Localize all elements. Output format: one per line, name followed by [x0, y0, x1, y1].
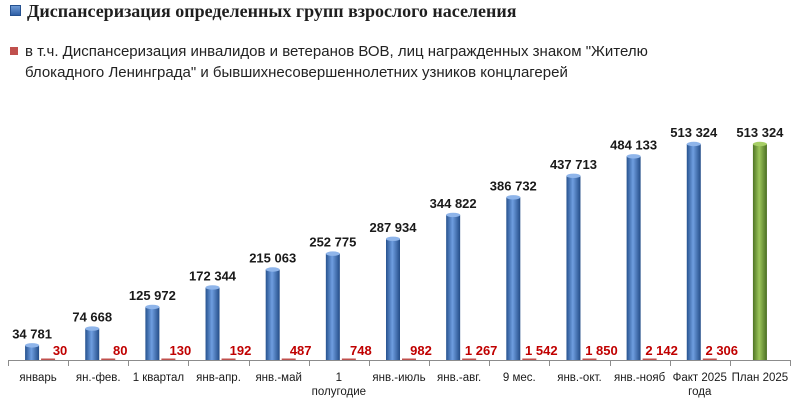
x-tick-label: янв.-июль: [372, 372, 425, 384]
x-tick-label: янв.-нояб: [614, 372, 666, 384]
data-label-series1: 34 781: [12, 326, 52, 341]
data-label-series2: 192: [230, 343, 252, 358]
bar-series2: [41, 358, 56, 360]
bar-series1: [506, 197, 521, 360]
data-label-series2: 1 850: [585, 343, 618, 358]
data-label-series1: 215 063: [249, 251, 296, 266]
data-label-series1: 513 324: [736, 125, 784, 140]
bar-series2: [161, 358, 176, 360]
x-tick-label: январь: [19, 372, 56, 384]
bar-top-cap: [752, 141, 767, 147]
legend-swatch-series2: [10, 47, 18, 55]
data-label-series2: 487: [290, 343, 312, 358]
x-tick-label: Факт 2025: [673, 372, 727, 384]
legend-entry-series2: в т.ч. Диспансеризация инвалидов и ветер…: [10, 41, 670, 83]
data-label-series1: 287 934: [370, 220, 418, 235]
data-label-series2: 80: [113, 343, 127, 358]
legend-label-series2: в т.ч. Диспансеризация инвалидов и ветер…: [25, 41, 648, 83]
legend-entry-series1: Диспансеризация определенных групп взрос…: [10, 1, 517, 22]
bar-series1: [686, 144, 701, 360]
x-tick-label: янв.-авг.: [437, 372, 481, 384]
bar-top-cap: [85, 326, 100, 331]
bar-series2: [341, 358, 356, 360]
bar-series2: [221, 358, 236, 360]
bar-top-cap: [325, 251, 340, 256]
bar-series1: [205, 287, 220, 360]
bar-top-cap: [626, 154, 641, 159]
legend-label-series2-line2: блокадного Ленинграда" и бывшихнесоверше…: [25, 64, 568, 81]
bar-series1: [25, 345, 40, 360]
data-label-series1: 252 775: [309, 235, 356, 250]
x-axis: [8, 360, 791, 366]
x-tick-label: 1: [336, 372, 342, 384]
data-label-series2: 30: [53, 343, 67, 358]
data-label-series1: 344 822: [430, 196, 477, 211]
data-label-series1: 172 344: [189, 268, 237, 283]
bar-series2: [101, 358, 116, 360]
bar-top-cap: [205, 285, 220, 290]
x-tick-label: года: [688, 386, 712, 398]
legend-label-series1: Диспансеризация определенных групп взрос…: [27, 1, 517, 21]
bar-series2: [462, 358, 477, 360]
x-tick-label: янв.-май: [255, 372, 301, 384]
data-label-series2: 1 542: [525, 343, 558, 358]
data-label-series2: 2 306: [705, 343, 738, 358]
data-label-series2: 2 142: [645, 343, 678, 358]
bar-series2: [642, 358, 657, 360]
bar-series1: [265, 269, 280, 360]
bar-series2: [582, 358, 597, 360]
data-label-series1: 125 972: [129, 288, 176, 303]
data-label-series2: 130: [170, 343, 192, 358]
data-label-series1: 437 713: [550, 157, 597, 172]
x-tick-label: полугодие: [312, 386, 366, 398]
legend-swatch-series1: [10, 5, 21, 16]
data-label-series1: 386 732: [490, 178, 537, 193]
data-label-series1: 484 133: [610, 137, 657, 152]
bar-top-cap: [386, 236, 400, 242]
bar-top-cap: [265, 267, 280, 272]
bar-top-cap: [446, 212, 461, 218]
x-tick-label: янв-апр.: [196, 372, 241, 384]
bar-series1: [85, 328, 100, 360]
legend-label-series2-line1: в т.ч. Диспансеризация инвалидов и ветер…: [25, 43, 648, 60]
data-label-series2: 748: [350, 343, 372, 358]
bar-top-cap: [506, 195, 521, 200]
x-tick-label: 9 мес.: [503, 372, 536, 384]
x-tick-label: 1 квартал: [133, 372, 184, 384]
x-tick-label: План 2025: [732, 372, 789, 384]
bar-series2: [281, 358, 296, 360]
bar-top-cap: [145, 304, 160, 310]
bar-top-cap: [686, 141, 701, 147]
bar-series1: [566, 175, 581, 360]
bar-series1: [386, 238, 400, 360]
x-tick-labels: январь ян.-фев. 1 квартал янв-апр. янв.-май 1…: [19, 372, 788, 398]
bar-series2: [522, 358, 537, 360]
bar-series2: [702, 358, 717, 360]
bar-series1: [446, 214, 461, 360]
data-label-series2: 982: [410, 343, 432, 358]
bar-series1: [626, 156, 641, 360]
x-tick-label: янв.-окт.: [557, 372, 601, 384]
bars-layer: [25, 141, 767, 360]
x-tick-label: ян.-фев.: [76, 372, 121, 384]
data-label-series1: 74 668: [72, 310, 112, 325]
data-label-series2: 1 267: [465, 343, 498, 358]
bar-plan: [752, 144, 767, 360]
bar-series1: [145, 306, 160, 360]
bar-top-cap: [25, 343, 40, 348]
bar-series2: [402, 358, 416, 360]
bar-series1: [325, 253, 340, 360]
bar-top-cap: [566, 173, 581, 179]
data-label-series1: 513 324: [670, 125, 718, 140]
